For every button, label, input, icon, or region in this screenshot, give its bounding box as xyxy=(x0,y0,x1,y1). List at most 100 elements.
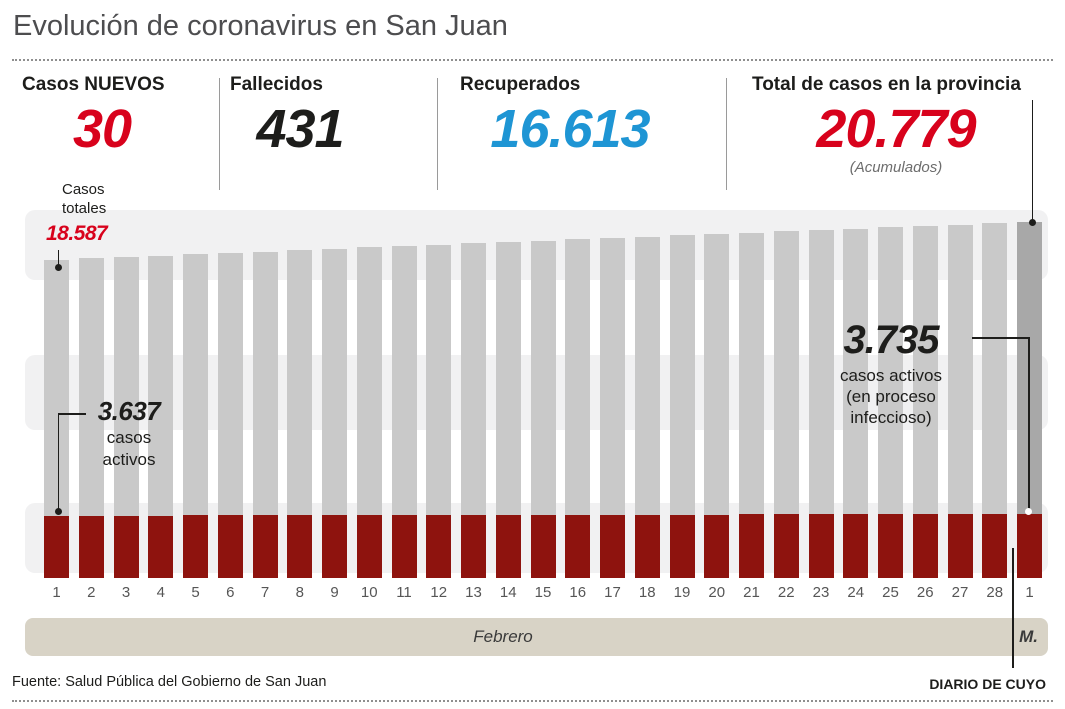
leader-line-first-total xyxy=(57,250,59,265)
x-axis-label-feb-9: 9 xyxy=(330,584,339,601)
x-axis-label-feb-11: 11 xyxy=(396,584,412,601)
active-bar-feb-26 xyxy=(912,514,938,578)
annotation-first-active-line2: activos xyxy=(102,450,156,469)
x-axis-label-feb-14: 14 xyxy=(499,584,517,601)
leader-line-last-active-horizontal xyxy=(972,337,1029,339)
x-axis-label-feb-6: 6 xyxy=(226,584,235,601)
stat-total-provincia-label: Total de casos en la provincia xyxy=(752,74,1021,95)
active-bar-feb-27 xyxy=(947,514,973,578)
annotation-last-active-line3: infeccioso) xyxy=(850,408,932,427)
month-label-febrero: Febrero xyxy=(473,627,533,646)
annotation-casos-totales-line1: Casos xyxy=(62,181,105,198)
annotation-first-active-value: 3.637 xyxy=(97,396,161,426)
active-bar-feb-12 xyxy=(426,515,452,578)
active-bar-feb-2 xyxy=(78,515,104,578)
active-bar-feb-1 xyxy=(44,515,69,578)
stat-total-provincia-note: (Acumulados) xyxy=(849,159,943,177)
x-axis-label-feb-24: 24 xyxy=(847,584,865,601)
x-axis-label-feb-21: 21 xyxy=(743,584,760,601)
x-axis-label-feb-15: 15 xyxy=(534,584,552,601)
page-title: Evolución de coronavirus en San Juan xyxy=(13,10,508,42)
active-bar-feb-13 xyxy=(461,514,486,578)
leader-dot-last-active xyxy=(1025,508,1032,515)
annotation-casos-totales-label: Casos totales xyxy=(62,180,106,218)
leader-line-first-active-vertical xyxy=(57,413,59,509)
active-bar-feb-5 xyxy=(183,515,208,578)
annotation-last-active: 3.735 casos activos (en proceso infeccio… xyxy=(806,320,976,428)
annotation-first-active: 3.637 casos activos xyxy=(86,396,172,471)
stats-divider-2 xyxy=(437,78,438,190)
x-axis-label-feb-27: 27 xyxy=(951,584,969,601)
x-axis-label-feb-20: 20 xyxy=(708,584,726,601)
active-bar-feb-14 xyxy=(495,514,521,578)
stat-recuperados: Recuperados 16.613 xyxy=(460,74,680,157)
active-bar-feb-17 xyxy=(600,514,625,578)
annotation-last-active-line1: casos activos xyxy=(839,366,943,385)
x-axis-label-feb-22: 22 xyxy=(777,584,795,601)
x-axis-label-feb-19: 19 xyxy=(673,584,691,601)
x-axis-label-feb-3: 3 xyxy=(121,584,131,601)
title-divider-dotted xyxy=(12,59,1053,61)
leader-line-first-active-horizontal xyxy=(58,413,86,415)
leader-dot-first-active xyxy=(55,508,62,515)
leader-dot-total-provincia xyxy=(1029,219,1036,226)
active-bar-mar-1 xyxy=(1017,514,1042,578)
x-axis-label-feb-16: 16 xyxy=(569,584,587,601)
stat-recuperados-value: 16.613 xyxy=(490,99,650,159)
x-axis-label-mar-1: 1 xyxy=(1025,584,1034,601)
x-axis-label-feb-1: 1 xyxy=(52,584,61,601)
annotation-casos-totales-line2: totales xyxy=(62,200,107,217)
x-axis-label-feb-13: 13 xyxy=(465,584,482,601)
x-axis-label-feb-4: 4 xyxy=(156,584,165,601)
active-bar-feb-15 xyxy=(530,514,556,578)
active-bar-feb-25 xyxy=(878,514,903,578)
annotation-last-active-value: 3.735 xyxy=(843,318,939,362)
month-separator-line xyxy=(1012,548,1014,668)
annotation-first-total-value: 18.587 xyxy=(46,222,108,245)
x-axis-label-feb-28: 28 xyxy=(986,584,1004,601)
x-axis-label-feb-23: 23 xyxy=(812,584,830,601)
annotation-last-active-line2: (en proceso xyxy=(846,387,936,406)
active-bar-feb-23 xyxy=(808,514,834,578)
stat-recuperados-label: Recuperados xyxy=(460,74,581,95)
active-bar-feb-6 xyxy=(217,515,243,578)
x-axis-label-feb-5: 5 xyxy=(191,584,200,601)
stat-casos-nuevos-label: Casos NUEVOS xyxy=(22,74,165,95)
leader-line-total-provincia xyxy=(1031,100,1033,220)
stat-casos-nuevos-value: 30 xyxy=(72,99,132,159)
stats-divider-3 xyxy=(726,78,727,190)
active-bar-feb-28 xyxy=(982,514,1008,578)
active-bar-feb-9 xyxy=(322,515,347,578)
active-bar-feb-19 xyxy=(669,514,695,578)
stat-fallecidos-value: 431 xyxy=(256,99,344,159)
x-axis-label-feb-8: 8 xyxy=(295,584,304,601)
x-axis-label-feb-10: 10 xyxy=(360,584,378,601)
footer-divider-dotted xyxy=(12,700,1053,702)
x-axis-label-feb-17: 17 xyxy=(604,584,621,601)
stat-casos-nuevos: Casos NUEVOS 30 xyxy=(22,74,182,157)
active-bar-feb-22 xyxy=(773,514,799,578)
active-bar-feb-18 xyxy=(634,514,660,578)
x-axis-label-feb-2: 2 xyxy=(87,584,96,601)
active-bar-feb-21 xyxy=(739,514,764,578)
stat-fallecidos: Fallecidos 431 xyxy=(230,74,370,157)
annotation-first-active-line1: casos xyxy=(106,428,152,447)
stat-total-provincia-value: 20.779 xyxy=(816,99,976,159)
x-axis-label-feb-25: 25 xyxy=(882,584,899,601)
active-bar-feb-3 xyxy=(113,515,139,578)
active-bar-feb-20 xyxy=(704,514,730,578)
x-axis-label-feb-7: 7 xyxy=(260,584,270,601)
x-axis-label-feb-18: 18 xyxy=(638,584,656,601)
source-text: Fuente: Salud Pública del Gobierno de Sa… xyxy=(12,674,327,690)
credit-text: DIARIO DE CUYO xyxy=(929,676,1046,692)
stats-divider-1 xyxy=(219,78,220,190)
leader-dot-first-total xyxy=(55,264,62,271)
month-label-marzo: M. xyxy=(1019,627,1038,646)
active-bar-feb-4 xyxy=(148,515,174,578)
x-axis-label-feb-26: 26 xyxy=(916,584,934,601)
stat-fallecidos-label: Fallecidos xyxy=(230,74,323,95)
stat-total-provincia: Total de casos en la provincia 20.779 (A… xyxy=(752,74,1040,176)
leader-line-last-active-vertical xyxy=(1028,337,1030,511)
active-bar-feb-24 xyxy=(843,514,869,578)
